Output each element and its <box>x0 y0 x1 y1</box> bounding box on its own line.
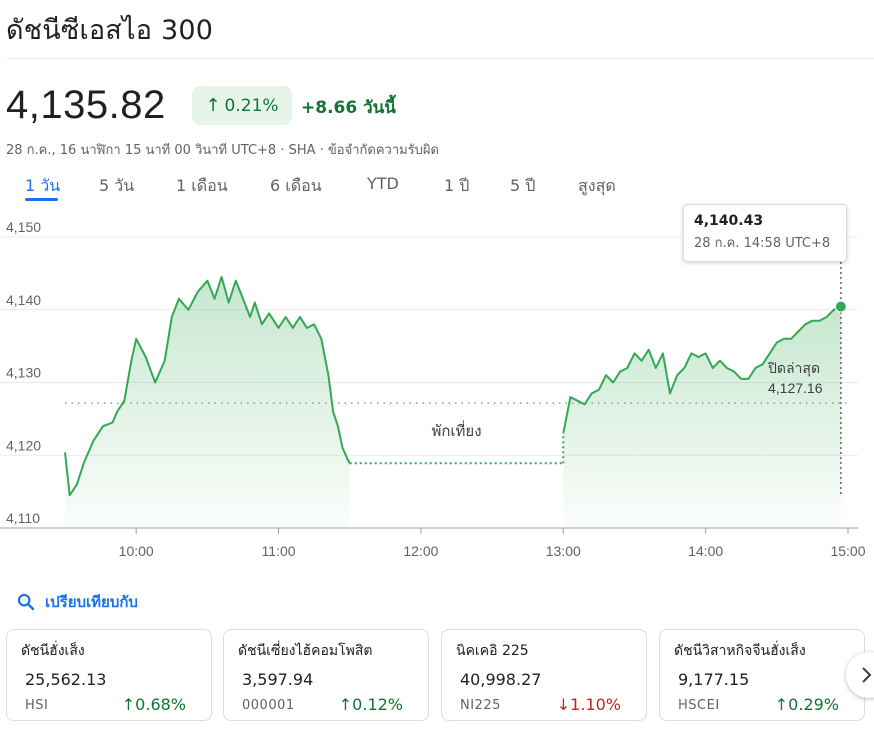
arrow-up-icon: ↑ <box>121 695 136 714</box>
compare-card-hsi[interactable]: ดัชนีฮั่งเส็ง 25,562.13 HSI ↑0.68% <box>6 629 212 721</box>
card-change-value: 0.29% <box>788 695 839 714</box>
chevron-right-icon <box>862 667 872 683</box>
tab-max[interactable]: สูงสุด <box>578 176 616 195</box>
card-name: ดัชนีวิสาหกิจจีนฮั่งเส็ง <box>674 643 806 659</box>
card-name: ดัชนีฮั่งเส็ง <box>21 643 85 659</box>
absolute-change: +8.66 วันนี้ <box>301 98 396 118</box>
tab-5d[interactable]: 5 วัน <box>99 176 135 195</box>
arrow-down-icon: ↓ <box>556 695 571 714</box>
afternoon-price-line <box>562 305 842 434</box>
morning-area <box>65 277 350 528</box>
card-change: ↑0.29% <box>775 695 839 714</box>
compare-card-nikkei[interactable]: นิคเคอิ 225 40,998.27 NI225 ↓1.10% <box>441 629 647 721</box>
y-tick-label: 4,150 <box>6 219 41 235</box>
x-tick-label: 11:00 <box>262 543 296 559</box>
morning-price-line <box>64 276 351 497</box>
percent-change-value: 0.21% <box>224 95 279 116</box>
page-title: ดัชนีซีเอสไอ 300 <box>6 15 214 46</box>
x-tick-label: 10:00 <box>119 543 154 559</box>
arrow-up-icon: ↑ <box>338 695 353 714</box>
card-value: 9,177.15 <box>678 670 750 689</box>
tooltip-time: 28 ก.ค. 14:58 UTC+8 <box>694 236 831 251</box>
card-value: 3,597.94 <box>242 670 314 689</box>
disclaimer-link[interactable]: ข้อจำกัดความรับผิด <box>327 143 439 158</box>
chart-tooltip: 4,140.43 28 ก.ค. 14:58 UTC+8 <box>683 204 847 262</box>
card-change-value: 0.12% <box>352 695 403 714</box>
tab-1y[interactable]: 1 ปี <box>444 176 470 195</box>
quote-timestamp: 28 ก.ค., 16 นาฬิกา 15 นาที 00 วินาที UTC… <box>6 143 328 158</box>
compare-card-shcomp[interactable]: ดัชนีเซี่ยงไฮ้คอมโพสิต 3,597.94 000001 ↑… <box>223 629 429 721</box>
tooltip-value: 4,140.43 <box>694 213 764 229</box>
current-price: 4,135.82 <box>6 83 166 127</box>
hover-point <box>834 300 847 313</box>
quote-meta: 28 ก.ค., 16 นาฬิกา 15 นาที 00 วินาที UTC… <box>6 139 439 160</box>
card-symbol: HSI <box>25 698 49 713</box>
active-tab-indicator <box>25 198 58 201</box>
card-symbol: HSCEI <box>678 698 720 713</box>
previous-close-value: 4,127.16 <box>768 380 823 396</box>
card-name: นิคเคอิ 225 <box>456 643 529 659</box>
tab-ytd[interactable]: YTD <box>367 174 399 193</box>
card-change: ↑0.68% <box>122 695 186 714</box>
card-change-value: 1.10% <box>570 695 621 714</box>
title-divider <box>6 58 874 59</box>
y-tick-label: 4,140 <box>6 292 41 308</box>
arrow-up-icon: ↑ <box>205 95 221 116</box>
y-tick-label: 4,120 <box>6 437 41 453</box>
card-change: ↑0.12% <box>339 695 403 714</box>
x-tick-label: 13:00 <box>546 543 581 559</box>
card-value: 40,998.27 <box>460 670 542 689</box>
lunch-break-label: พักเที่ยง <box>431 420 481 440</box>
percent-change-badge: ↑ 0.21% <box>192 86 292 125</box>
card-symbol: 000001 <box>242 698 295 713</box>
range-tabs: 1 วัน 5 วัน 1 เดือน 6 เดือน YTD 1 ปี 5 ป… <box>0 172 874 202</box>
y-tick-label: 4,130 <box>6 365 41 381</box>
y-tick-label: 4,110 <box>6 510 40 526</box>
search-icon <box>17 593 35 611</box>
compare-card-hscei[interactable]: ดัชนีวิสาหกิจจีนฮั่งเส็ง 9,177.15 HSCEI … <box>659 629 865 721</box>
card-change: ↓1.10% <box>557 695 621 714</box>
x-tick-label: 12:00 <box>403 543 438 559</box>
tab-1m[interactable]: 1 เดือน <box>176 176 228 195</box>
card-value: 25,562.13 <box>25 670 107 689</box>
card-name: ดัชนีเซี่ยงไฮ้คอมโพสิต <box>238 643 373 659</box>
tab-1d[interactable]: 1 วัน <box>25 176 61 195</box>
afternoon-area <box>563 306 841 528</box>
x-tick-label: 14:00 <box>688 543 723 559</box>
previous-close-label: ปิดล่าสุด <box>768 360 821 377</box>
x-tick-label: 15:00 <box>830 543 865 559</box>
price-chart[interactable]: 4,150 4,140 4,130 4,120 4,110 10:00 11:00 12:00… <box>0 200 874 570</box>
compare-label: เปรียบเทียบกับ <box>45 593 138 611</box>
card-change-value: 0.68% <box>135 695 186 714</box>
compare-button[interactable]: เปรียบเทียบกับ <box>17 590 138 614</box>
tab-6m[interactable]: 6 เดือน <box>270 176 322 195</box>
tab-5y[interactable]: 5 ปี <box>510 176 536 195</box>
card-symbol: NI225 <box>460 698 501 713</box>
arrow-up-icon: ↑ <box>774 695 789 714</box>
